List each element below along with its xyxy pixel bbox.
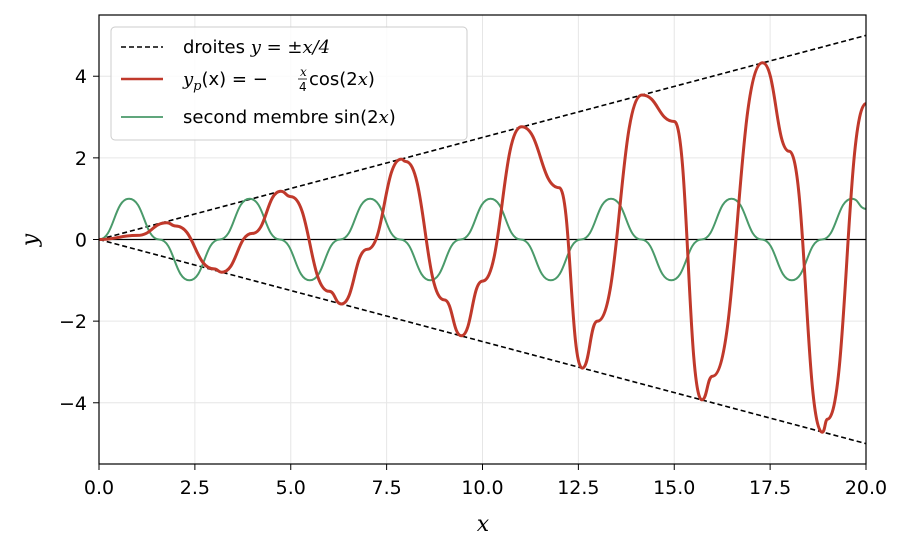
x-tick-label: 7.5 (372, 477, 402, 499)
y-tick-label: 4 (75, 66, 87, 88)
legend-label-yp: yp(x) = − (182, 69, 268, 94)
legend-frac-num: x (300, 65, 307, 79)
series-second-membre (98, 197, 867, 282)
x-tick-label: 0.0 (84, 477, 114, 499)
x-tick-label: 5.0 (276, 477, 306, 499)
x-tick-label: 2.5 (180, 477, 210, 499)
y-axis-label: y (18, 233, 43, 247)
x-axis-ticks: 0.0 2.5 5.0 7.5 10.0 12.5 15.0 17.5 20.0 (84, 464, 887, 499)
x-tick-label: 15.0 (653, 477, 695, 499)
series-droites-lower (98, 238, 867, 445)
legend-box (110, 26, 468, 141)
series-yp (98, 61, 868, 434)
series-droites-upper (98, 34, 867, 241)
y-tick-label: −4 (59, 393, 87, 415)
x-tick-label: 17.5 (749, 477, 791, 499)
y-tick-label: −2 (59, 311, 87, 333)
legend-label-second-membre: second membre sin(2x) (183, 107, 396, 128)
legend-frac-den: 4 (299, 80, 307, 94)
y-tick-label: 0 (75, 230, 87, 252)
legend: droites y = ±x/4 yp(x) = − x 4 cos(2x) s… (110, 26, 468, 141)
y-axis-ticks: −4 −2 0 2 4 (59, 66, 99, 415)
x-tick-label: 20.0 (845, 477, 887, 499)
x-tick-label: 10.0 (461, 477, 503, 499)
x-axis-label: x (477, 512, 490, 537)
series-layer (98, 34, 868, 445)
y-tick-label: 2 (75, 148, 87, 170)
legend-label-droites: droites y = ±x/4 (183, 37, 330, 58)
x-tick-label: 12.5 (557, 477, 599, 499)
legend-label-yp-tail: cos(2x) (309, 69, 375, 90)
